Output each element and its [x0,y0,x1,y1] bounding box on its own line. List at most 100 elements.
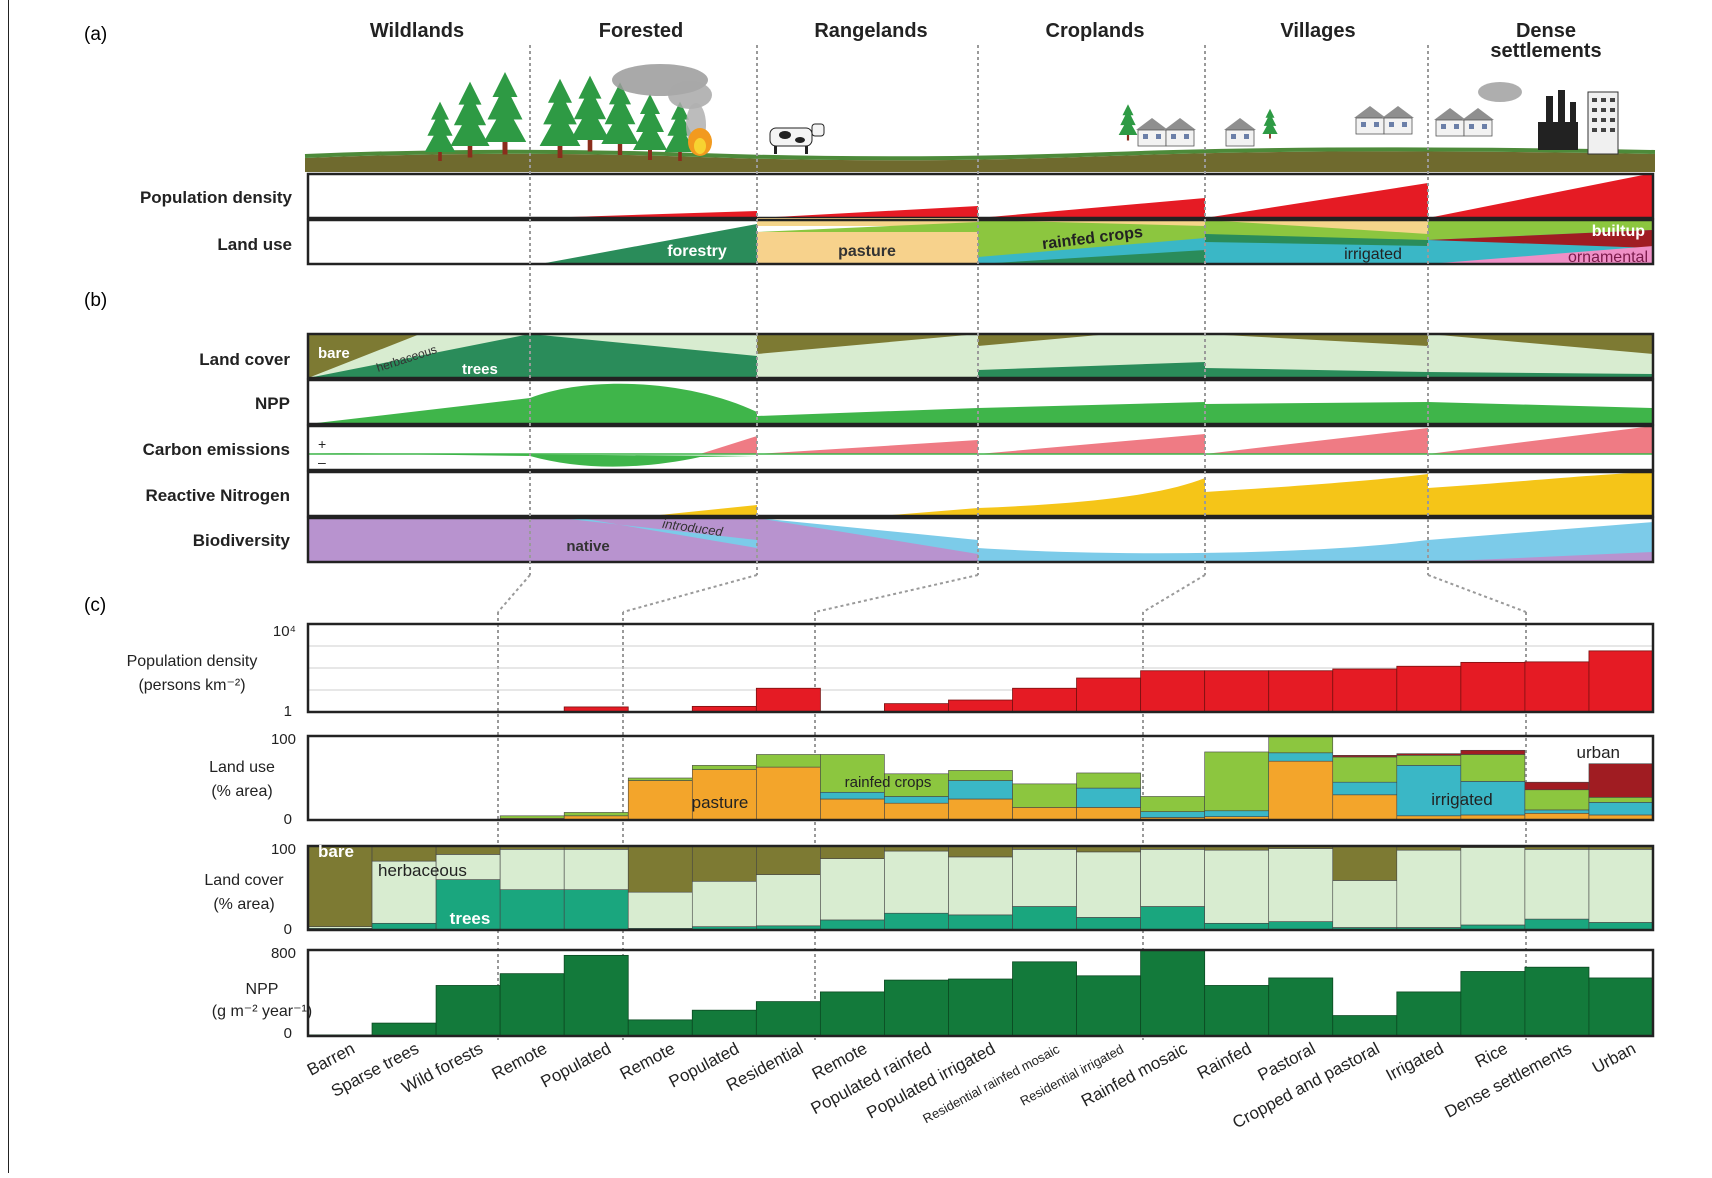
row-label-c-population-density: Population density (persons km⁻²) [127,653,258,694]
bar-segment-rainfed-crops [627,777,693,781]
bar-segment-bare [307,845,373,927]
bar-npp [499,973,565,1037]
bar-segment-bare [948,845,1013,858]
bar-npp [1076,975,1142,1037]
skyscraper-illustration [1587,91,1619,155]
bar-segment-herbaceous [1588,849,1654,923]
bar-segment-rainfed-crops [1140,796,1205,812]
bar-segment-irrigated [1588,802,1654,816]
tick-c-npp-top: 800 [271,945,296,962]
bar-segment-herbaceous [884,850,949,914]
bar-segment-trees [1524,918,1590,931]
bar-segment-irrigated [1524,809,1590,814]
bar-segment-rainfed-crops [948,770,1013,781]
chart-frame [306,734,1655,822]
bar-segment-herbaceous [1140,849,1205,907]
bar-segment-pasture [884,802,949,821]
panel-b-reactive-nitrogen [306,470,1655,518]
panel-a-population-density [306,172,1655,220]
bar-npp [1588,977,1654,1037]
factory-illustration [1478,82,1578,150]
chart-c-land-cover [306,844,1655,932]
row-label-a-land-use: Land use [217,235,292,254]
bar-segment-herbaceous [627,891,693,929]
bar-segment-rainfed-crops [820,754,885,793]
bar-segment-urban [1460,749,1526,755]
bar-segment-herbaceous [1396,849,1462,928]
bar-segment-herbaceous [1076,851,1141,918]
tick-c-landcover-top: 100 [271,841,296,858]
row-label-b-carbon-emissions: Carbon emissions [143,440,290,459]
bar-population-density [1524,661,1590,713]
tick-c-landuse-top: 100 [271,731,296,748]
bar-segment-rainfed-crops [499,815,565,819]
trees-illustration [424,72,1278,161]
label-a-builtup: builtup [1592,223,1646,240]
panel-b-label: (b) [84,290,107,311]
bar-segment-herbaceous [371,860,437,924]
bar-segment-pasture [756,766,821,821]
fire-illustration [688,128,712,156]
bar-segment-herbaceous [1204,849,1270,924]
bar-segment-irrigated [1268,752,1334,762]
bar-npp [1268,977,1334,1037]
bar-segment-urban [1588,763,1654,798]
bar-segment-herbaceous [1460,847,1526,926]
row-label-c-land-cover: Land cover (% area) [204,872,284,913]
row-label-a-population-density: Population density [140,188,293,207]
bar-segment-herbaceous [499,849,565,890]
label-c-rainfed-crops: rainfed crops [845,774,932,791]
bar-segment-trees [563,889,629,931]
bar-segment-pasture [1332,794,1398,821]
bar-segment-herbaceous [1268,848,1334,922]
label-a-pasture: pasture [838,243,896,260]
bar-segment-rainfed-crops [1204,751,1270,812]
cow-illustration [769,123,825,154]
bar-npp [819,991,885,1037]
bar-npp [563,954,629,1037]
tick-c-pop-top: 10⁴ [273,623,296,640]
label-a-forestry: forestry [667,243,727,260]
panel-c-label: (c) [84,595,106,616]
bar-segment-rainfed-crops [1076,772,1141,789]
bar-segment-trees [884,912,949,931]
label-c-trees: trees [450,909,491,928]
bar-segment-irrigated [1396,765,1462,817]
bar-segment-trees [435,879,501,931]
row-label-c-land-use: Land use (% area) [209,759,275,800]
label-a-irrigated: irrigated [1344,246,1402,263]
category-label: Urban [1589,1039,1639,1078]
bar-segment-herbaceous [691,880,757,927]
bar-population-density [1140,670,1206,713]
label-c-herbaceous: herbaceous [378,861,467,880]
bar-npp [1140,949,1206,1037]
bar-segment-bare [435,845,501,855]
bar-segment-urban [1524,781,1590,791]
panel-b-npp [306,378,1655,426]
bar-npp [1460,971,1526,1037]
bar-population-density [948,699,1013,713]
chart-c-land-use [306,734,1655,822]
bar-segment-rainfed-crops [563,812,629,817]
bar-segment-irrigated [884,796,949,804]
bar-population-density [1460,661,1526,713]
bar-npp [1012,961,1077,1037]
figure-border [8,0,9,1173]
label-a-ornamental: ornamental [1568,249,1648,266]
bar-segment-herbaceous [435,854,501,880]
category-label: Rainfed mosaic [1078,1039,1191,1111]
bar-population-density [1332,668,1398,713]
bar-npp [435,985,501,1037]
bar-segment-trees [1012,906,1077,931]
region-label-wildlands: Wildlands [370,20,464,42]
bar-npp [755,1001,821,1037]
panel-a-land-use [306,218,1655,266]
bar-segment-herbaceous [948,856,1013,916]
category-label: Rainfed [1194,1039,1255,1083]
bar-npp [1204,985,1270,1037]
category-label: Irrigated [1383,1039,1447,1085]
tick-c-pop-bottom: 1 [284,703,292,720]
panel-b-biodiversity [306,516,1655,564]
